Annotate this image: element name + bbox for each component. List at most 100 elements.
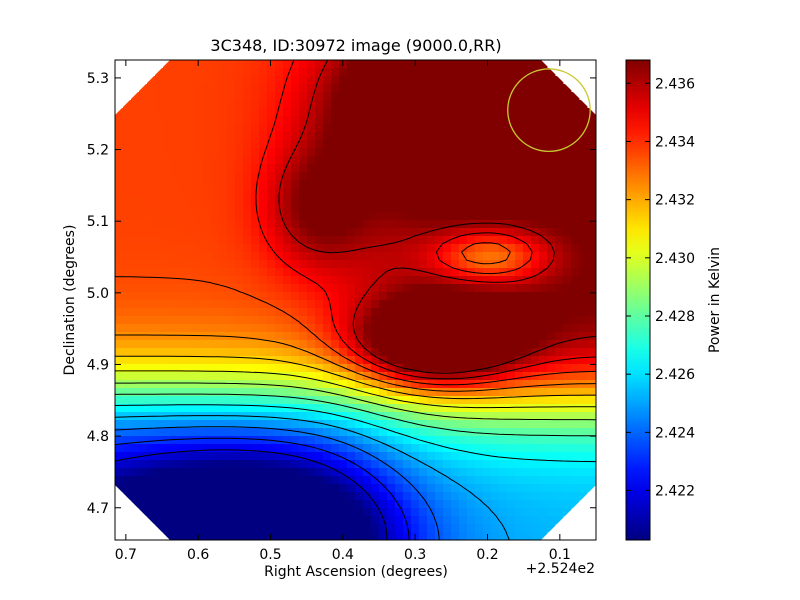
heatmap-cell (331, 252, 340, 261)
heatmap-cell (515, 60, 524, 69)
heatmap-cell (147, 452, 156, 461)
heatmap-cell (355, 492, 364, 501)
heatmap-cell (347, 516, 356, 525)
heatmap-cell (355, 268, 364, 277)
heatmap-cell (347, 124, 356, 133)
heatmap-cell (171, 292, 180, 301)
heatmap-cell (339, 316, 348, 325)
heatmap-cell (115, 156, 124, 165)
heatmap-cell (123, 188, 132, 197)
heatmap-cell (435, 284, 444, 293)
heatmap-cell (563, 148, 572, 157)
heatmap-cell (451, 356, 460, 365)
heatmap-cell (379, 332, 388, 341)
heatmap-cell (323, 196, 332, 205)
heatmap-cell (347, 332, 356, 341)
heatmap-cell (187, 420, 196, 429)
heatmap-cell (123, 332, 132, 341)
heatmap-cell (203, 484, 212, 493)
heatmap-cell (531, 260, 540, 269)
heatmap-cell (403, 100, 412, 109)
heatmap-cell (299, 532, 308, 540)
heatmap-cell (323, 284, 332, 293)
heatmap-cell (379, 460, 388, 469)
heatmap-cell (155, 340, 164, 349)
heatmap-cell (291, 420, 300, 429)
heatmap-cell (547, 476, 556, 485)
heatmap-cell (411, 244, 420, 253)
heatmap-cell (203, 364, 212, 373)
heatmap-cell (387, 356, 396, 365)
heatmap-cell (339, 332, 348, 341)
heatmap-layer (115, 60, 596, 540)
heatmap-cell (379, 180, 388, 189)
heatmap-cell (267, 212, 276, 221)
heatmap-cell (579, 340, 588, 349)
heatmap-cell (427, 164, 436, 173)
heatmap-cell (219, 124, 228, 133)
heatmap-cell (411, 364, 420, 373)
heatmap-cell (499, 428, 508, 437)
heatmap-cell (251, 180, 260, 189)
colorbar: 2.4222.4242.4262.4282.4302.4322.4342.436… (625, 59, 723, 541)
heatmap-cell (283, 76, 292, 85)
heatmap-cell (491, 84, 500, 93)
heatmap-cell (467, 196, 476, 205)
heatmap-cell (403, 516, 412, 525)
heatmap-cell (331, 428, 340, 437)
heatmap-cell (219, 444, 228, 453)
heatmap-cell (155, 140, 164, 149)
heatmap-cell (507, 340, 516, 349)
heatmap-cell (571, 436, 580, 445)
heatmap-cell (371, 292, 380, 301)
heatmap-cell (515, 172, 524, 181)
heatmap-cell (275, 332, 284, 341)
heatmap-cell (155, 100, 164, 109)
heatmap-cell (563, 452, 572, 461)
heatmap-cell (139, 300, 148, 309)
heatmap-cell (171, 444, 180, 453)
heatmap-cell (203, 148, 212, 157)
heatmap-cell (211, 204, 220, 213)
heatmap-cell (179, 196, 188, 205)
heatmap-cell (283, 460, 292, 469)
heatmap-cell (259, 444, 268, 453)
heatmap-cell (147, 492, 156, 501)
heatmap-cell (459, 436, 468, 445)
heatmap-cell (171, 492, 180, 501)
heatmap-cell (347, 324, 356, 333)
heatmap-cell (531, 316, 540, 325)
heatmap-cell (251, 172, 260, 181)
heatmap-cell (355, 324, 364, 333)
heatmap-cell (155, 324, 164, 333)
heatmap-cell (179, 404, 188, 413)
heatmap-cell (499, 492, 508, 501)
heatmap-cell (203, 252, 212, 261)
heatmap-cell (331, 300, 340, 309)
heatmap-cell (171, 68, 180, 77)
heatmap-cell (323, 372, 332, 381)
heatmap-cell (459, 516, 468, 525)
heatmap-cell (467, 284, 476, 293)
heatmap-cell (171, 156, 180, 165)
heatmap-cell (523, 476, 532, 485)
heatmap-cell (403, 148, 412, 157)
heatmap-cell (347, 68, 356, 77)
heatmap-cell (475, 412, 484, 421)
heatmap-cell (379, 284, 388, 293)
heatmap-cell (531, 324, 540, 333)
heatmap-cell (131, 324, 140, 333)
heatmap-cell (163, 116, 172, 125)
heatmap-cell (571, 388, 580, 397)
heatmap-cell (243, 428, 252, 437)
heatmap-cell (291, 284, 300, 293)
heatmap-cell (451, 468, 460, 477)
heatmap-cell (291, 508, 300, 517)
heatmap-cell (339, 492, 348, 501)
heatmap-cell (491, 356, 500, 365)
heatmap-cell (115, 284, 124, 293)
heatmap-cell (379, 188, 388, 197)
heatmap-cell (491, 284, 500, 293)
heatmap-cell (395, 228, 404, 237)
heatmap-cell (387, 180, 396, 189)
